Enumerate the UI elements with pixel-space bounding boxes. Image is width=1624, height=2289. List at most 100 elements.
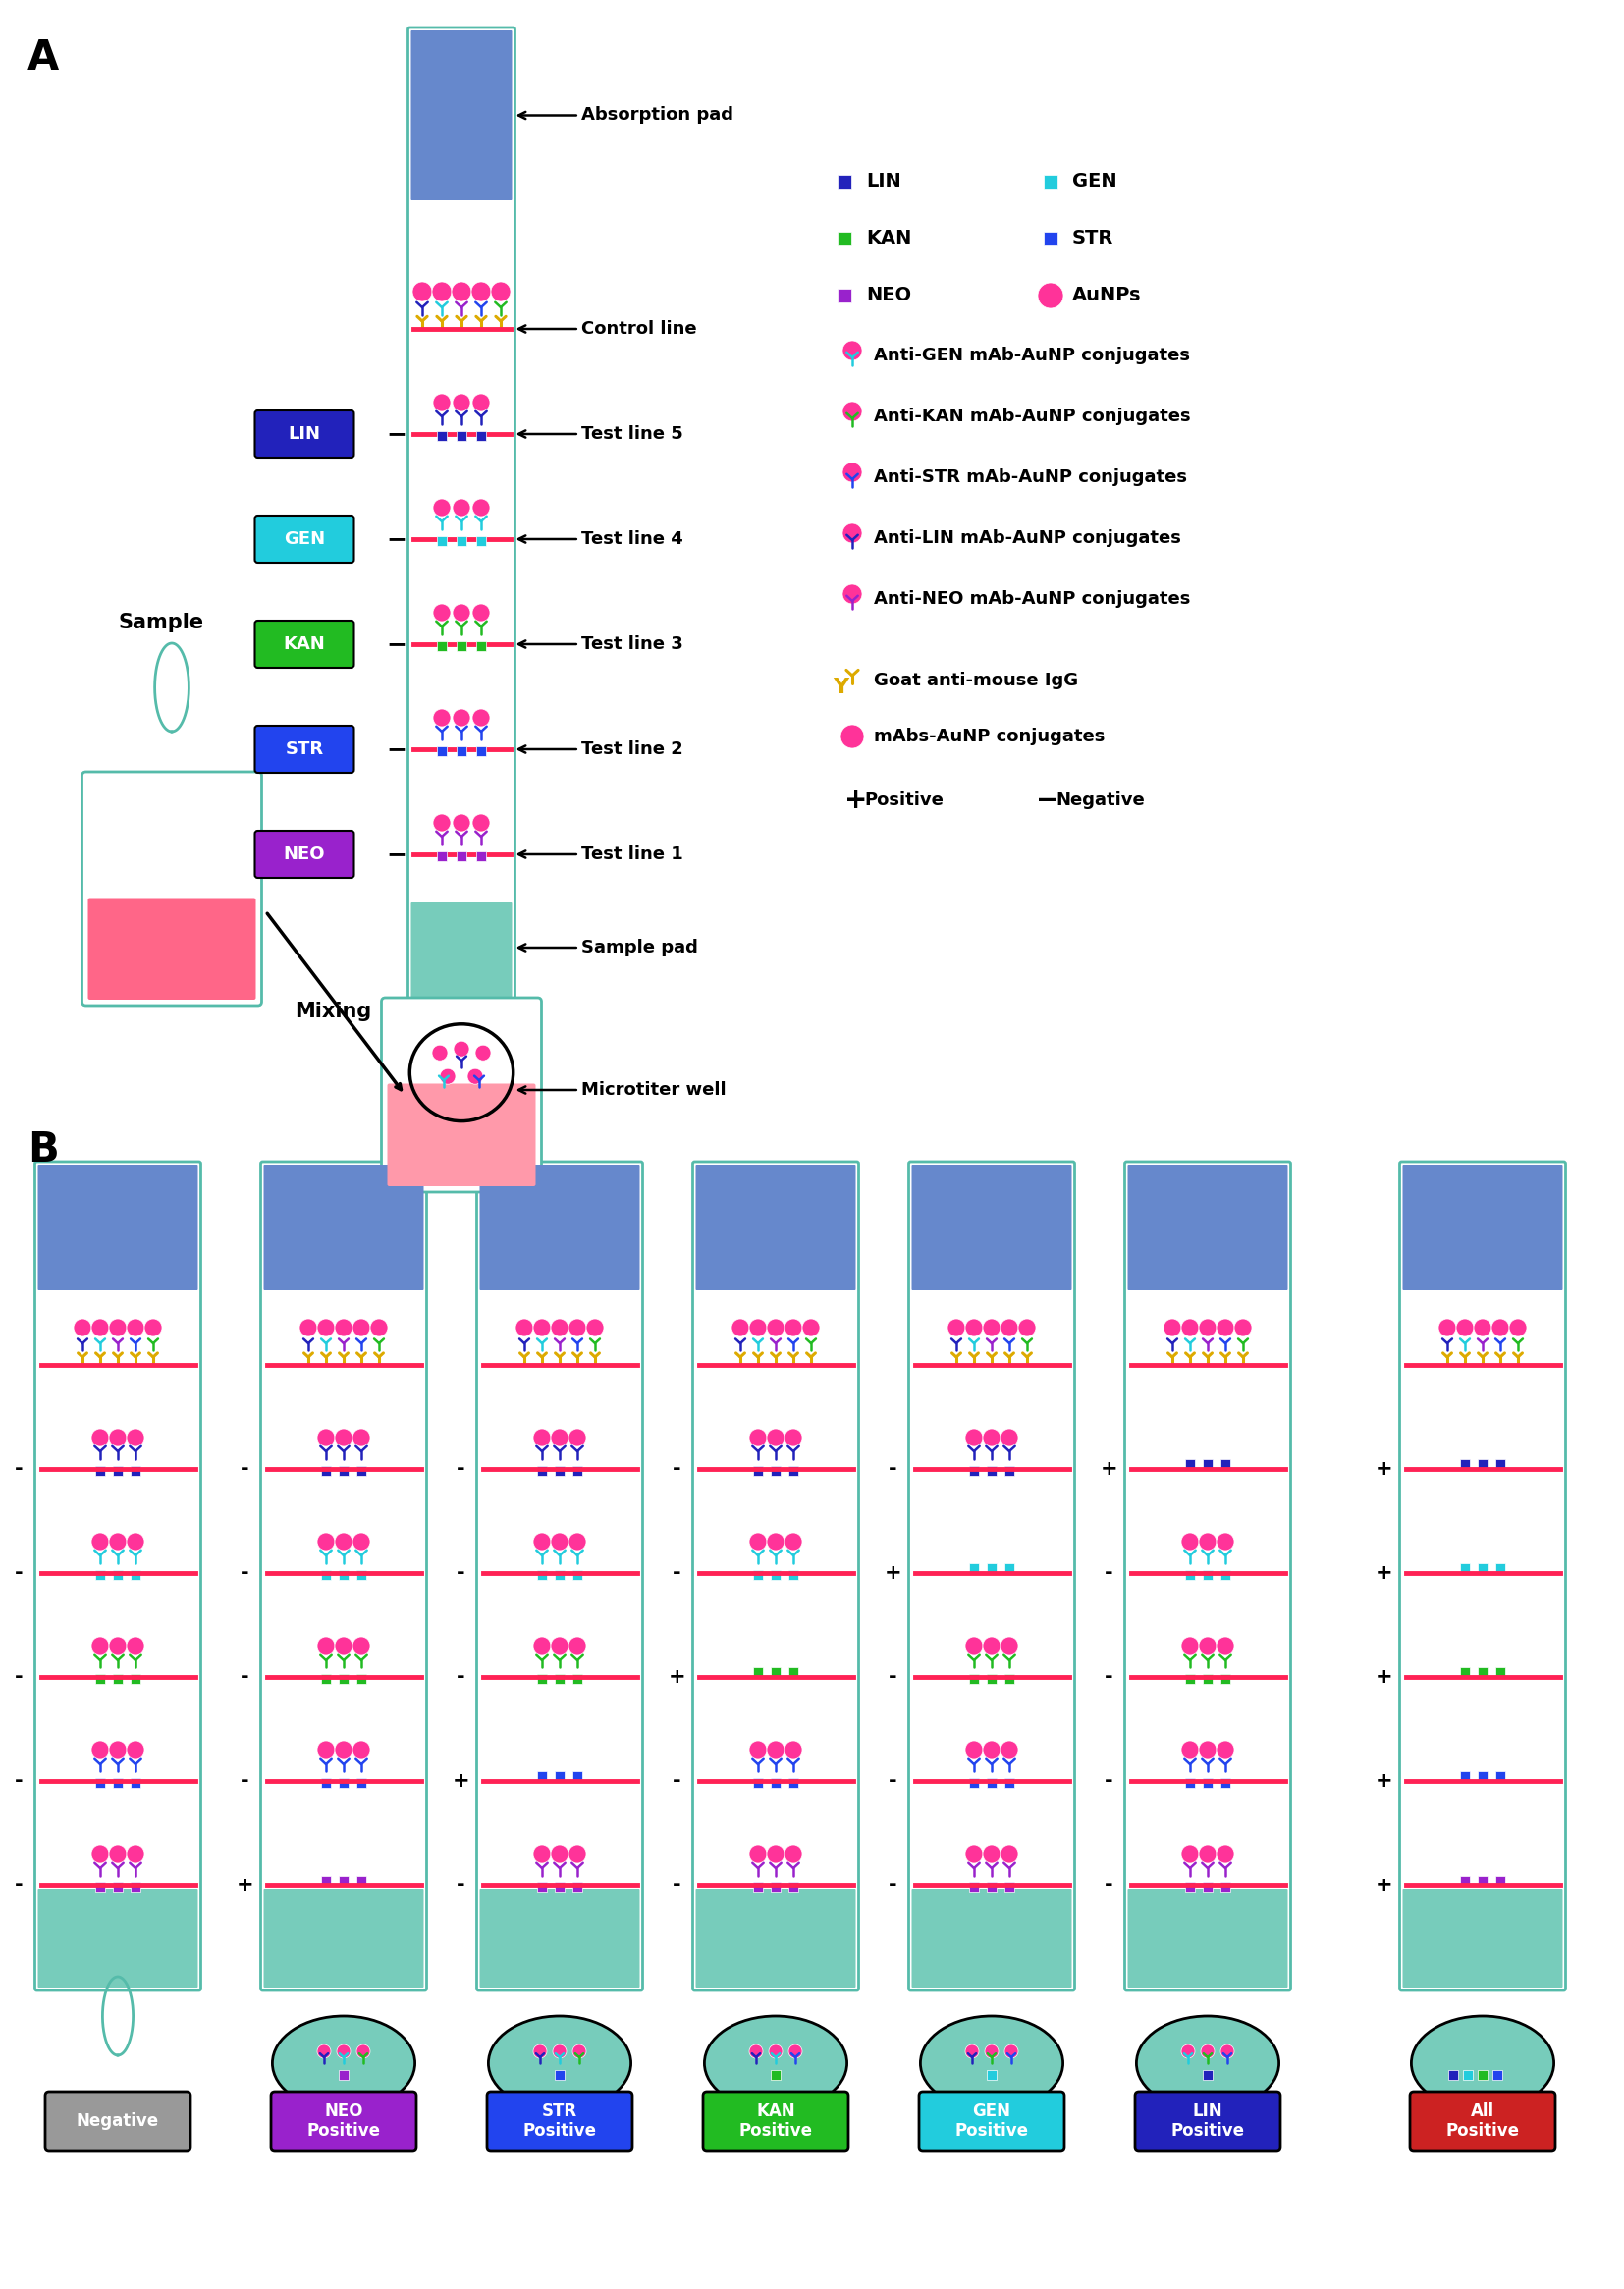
- Text: -: -: [15, 1875, 23, 1895]
- Circle shape: [551, 1428, 568, 1447]
- Text: +: +: [844, 787, 867, 815]
- Circle shape: [533, 2044, 547, 2058]
- Text: −: −: [387, 632, 406, 657]
- Circle shape: [983, 1637, 1000, 1655]
- FancyBboxPatch shape: [263, 1888, 424, 1987]
- Circle shape: [317, 1428, 335, 1447]
- Circle shape: [533, 1534, 551, 1550]
- Circle shape: [572, 2044, 586, 2058]
- Circle shape: [473, 394, 490, 412]
- Circle shape: [965, 1845, 983, 1863]
- Text: STR: STR: [1072, 229, 1114, 247]
- Circle shape: [841, 726, 864, 749]
- Text: Test line 4: Test line 4: [518, 531, 684, 547]
- Circle shape: [473, 499, 490, 517]
- Circle shape: [335, 1318, 352, 1337]
- Circle shape: [352, 1637, 370, 1655]
- Circle shape: [983, 1845, 1000, 1863]
- Circle shape: [1221, 2044, 1234, 2058]
- Text: −: −: [387, 421, 406, 446]
- Circle shape: [453, 815, 471, 831]
- Text: -: -: [672, 1772, 680, 1790]
- Text: -: -: [1104, 1875, 1112, 1895]
- Circle shape: [434, 815, 451, 831]
- Text: Sample pad: Sample pad: [518, 938, 698, 957]
- FancyBboxPatch shape: [255, 620, 354, 668]
- Text: Test line 3: Test line 3: [518, 636, 684, 652]
- Circle shape: [1216, 1845, 1234, 1863]
- FancyBboxPatch shape: [1135, 2092, 1280, 2152]
- Circle shape: [1509, 1318, 1527, 1337]
- Circle shape: [127, 1534, 145, 1550]
- Circle shape: [965, 1318, 983, 1337]
- Circle shape: [1473, 1318, 1491, 1337]
- Circle shape: [91, 1845, 109, 1863]
- Circle shape: [453, 604, 471, 623]
- Circle shape: [473, 604, 490, 623]
- Text: -: -: [888, 1875, 896, 1895]
- Circle shape: [91, 1742, 109, 1758]
- Text: Anti-STR mAb-AuNP conjugates: Anti-STR mAb-AuNP conjugates: [874, 469, 1187, 485]
- Text: -: -: [672, 1875, 680, 1895]
- Circle shape: [533, 1318, 551, 1337]
- Text: -: -: [888, 1772, 896, 1790]
- Circle shape: [965, 2044, 979, 2058]
- Circle shape: [843, 341, 862, 359]
- Circle shape: [552, 2044, 567, 2058]
- Circle shape: [965, 1742, 983, 1758]
- Text: −: −: [1036, 787, 1059, 815]
- Circle shape: [432, 282, 451, 302]
- FancyBboxPatch shape: [693, 1163, 859, 1991]
- Text: LIN: LIN: [866, 172, 901, 190]
- Circle shape: [109, 1428, 127, 1447]
- Circle shape: [1199, 1742, 1216, 1758]
- Circle shape: [1000, 1318, 1018, 1337]
- Circle shape: [127, 1637, 145, 1655]
- Circle shape: [370, 1318, 388, 1337]
- Circle shape: [145, 1318, 162, 1337]
- FancyBboxPatch shape: [1127, 1165, 1288, 1291]
- Circle shape: [473, 710, 490, 726]
- Circle shape: [471, 282, 490, 302]
- Circle shape: [109, 1845, 127, 1863]
- Circle shape: [473, 815, 490, 831]
- Circle shape: [1181, 1637, 1199, 1655]
- FancyBboxPatch shape: [382, 998, 541, 1193]
- Text: NEO: NEO: [284, 845, 325, 863]
- Circle shape: [1181, 1845, 1199, 1863]
- Circle shape: [768, 2044, 783, 2058]
- Circle shape: [568, 1845, 586, 1863]
- Text: +: +: [453, 1772, 469, 1790]
- FancyBboxPatch shape: [487, 2092, 632, 2152]
- Circle shape: [91, 1637, 109, 1655]
- Text: LIN
Positive: LIN Positive: [1171, 2101, 1244, 2140]
- Circle shape: [983, 1742, 1000, 1758]
- FancyBboxPatch shape: [1410, 2092, 1556, 2152]
- Text: Positive: Positive: [864, 792, 944, 808]
- FancyBboxPatch shape: [919, 2092, 1064, 2152]
- Circle shape: [749, 2044, 763, 2058]
- Circle shape: [767, 1845, 784, 1863]
- Circle shape: [1181, 1534, 1199, 1550]
- FancyBboxPatch shape: [479, 1165, 640, 1291]
- Ellipse shape: [489, 2017, 632, 2110]
- Text: −: −: [387, 737, 406, 760]
- Circle shape: [352, 1534, 370, 1550]
- Circle shape: [551, 1637, 568, 1655]
- Circle shape: [1199, 1637, 1216, 1655]
- Text: Test line 1: Test line 1: [518, 845, 684, 863]
- Circle shape: [784, 1318, 802, 1337]
- Ellipse shape: [1411, 2017, 1554, 2110]
- Circle shape: [127, 1428, 145, 1447]
- Circle shape: [984, 2044, 999, 2058]
- FancyBboxPatch shape: [695, 1888, 856, 1987]
- Circle shape: [767, 1318, 784, 1337]
- Text: -: -: [1104, 1772, 1112, 1790]
- Circle shape: [335, 1428, 352, 1447]
- Circle shape: [568, 1534, 586, 1550]
- Circle shape: [843, 401, 862, 421]
- Circle shape: [1216, 1637, 1234, 1655]
- FancyBboxPatch shape: [255, 831, 354, 879]
- Circle shape: [352, 1428, 370, 1447]
- Text: KAN: KAN: [866, 229, 911, 247]
